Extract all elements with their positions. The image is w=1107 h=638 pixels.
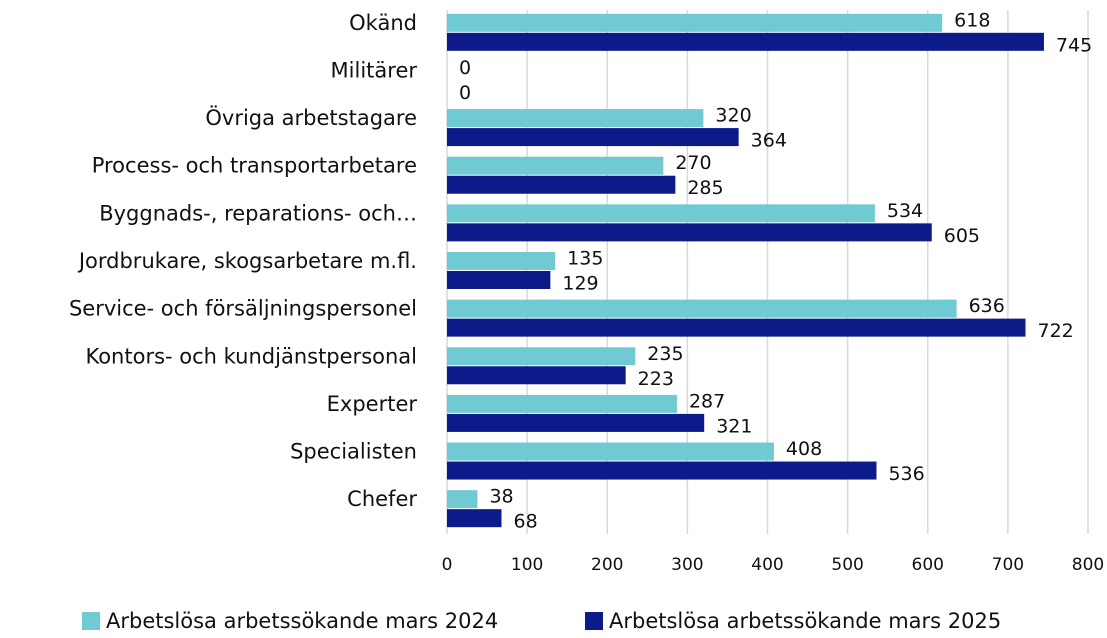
bar: [447, 509, 502, 528]
bar: [447, 175, 676, 194]
value-label: 534: [887, 200, 923, 222]
value-label: 320: [715, 105, 751, 127]
x-tick-label: 0: [442, 555, 453, 575]
value-label: 636: [969, 295, 1005, 317]
value-label: 536: [888, 463, 924, 485]
bar: [447, 490, 478, 509]
value-label: 364: [751, 130, 787, 152]
legend-label: Arbetslösa arbetssökande mars 2025: [609, 609, 1001, 633]
x-tick-label: 800: [1072, 555, 1104, 575]
value-label: 745: [1056, 34, 1092, 56]
bar: [447, 156, 664, 175]
bar: [447, 128, 739, 147]
category-label: Militärer: [331, 58, 418, 82]
category-label: Byggnads-, reparations- och…: [99, 201, 417, 225]
bar: [447, 32, 1044, 51]
category-label: Service- och försäljningspersonel: [69, 297, 417, 321]
value-label: 285: [687, 177, 723, 199]
bar: [447, 271, 551, 289]
category-label: Övriga arbetstagare: [205, 105, 417, 130]
bar: [447, 318, 1026, 337]
value-label: 408: [786, 438, 822, 460]
value-label: 722: [1038, 320, 1074, 342]
bar: [447, 13, 943, 32]
value-label: 38: [489, 486, 513, 508]
bar: [447, 461, 877, 480]
value-label: 129: [562, 273, 598, 295]
x-tick-label: 400: [751, 555, 783, 575]
value-label: 321: [716, 415, 752, 437]
bar: [447, 204, 875, 223]
value-label: 68: [513, 511, 537, 533]
value-label: 287: [689, 390, 725, 412]
bar: [447, 252, 556, 270]
bar: [447, 347, 636, 366]
bar: [447, 394, 677, 413]
x-tick-label: 100: [511, 555, 543, 575]
bar: [447, 366, 626, 385]
bar: [447, 442, 774, 461]
category-label: Kontors- och kundjänstpersonal: [85, 344, 417, 368]
value-label: 135: [567, 248, 603, 270]
x-tick-label: 500: [831, 555, 863, 575]
bar: [447, 109, 704, 128]
value-label: 270: [675, 152, 711, 174]
bar: [447, 223, 932, 242]
value-label: 0: [459, 82, 471, 104]
value-label: 223: [638, 368, 674, 390]
category-label: Experter: [327, 392, 418, 416]
value-label: 618: [954, 9, 990, 31]
legend-swatch: [82, 612, 100, 630]
legend-label: Arbetslösa arbetssökande mars 2024: [106, 609, 498, 633]
value-label: 0: [459, 57, 471, 79]
legend-swatch: [585, 612, 603, 630]
category-label: Specialisten: [290, 440, 417, 464]
x-tick-label: 600: [912, 555, 944, 575]
x-tick-label: 200: [591, 555, 623, 575]
category-label: Chefer: [347, 487, 417, 511]
value-label: 605: [944, 225, 980, 247]
bar: [447, 413, 705, 432]
value-label: 235: [647, 343, 683, 365]
x-tick-label: 700: [992, 555, 1024, 575]
category-label: Jordbrukare, skogsarbetare m.fl.: [77, 249, 417, 273]
x-tick-label: 300: [671, 555, 703, 575]
bar: [447, 299, 957, 318]
category-label: Process- och transportarbetare: [92, 154, 417, 178]
category-label: Okänd: [349, 11, 417, 35]
